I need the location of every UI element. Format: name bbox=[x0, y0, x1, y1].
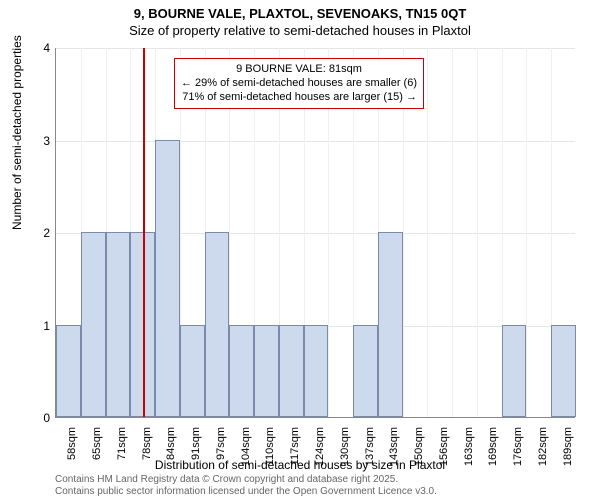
histogram-bar bbox=[551, 325, 576, 418]
gridline-v bbox=[526, 48, 527, 417]
annotation-line3: 71% of semi-detached houses are larger (… bbox=[181, 91, 417, 105]
x-tick-label: 58sqm bbox=[66, 427, 78, 460]
histogram-bar bbox=[180, 325, 205, 418]
x-tick-label: 65sqm bbox=[91, 427, 103, 460]
gridline-v bbox=[477, 48, 478, 417]
footer-line1: Contains HM Land Registry data © Crown c… bbox=[55, 474, 437, 486]
y-tick-label: 2 bbox=[43, 226, 50, 240]
y-tick-label: 1 bbox=[43, 319, 50, 333]
y-axis-label: Number of semi-detached properties bbox=[10, 35, 24, 230]
gridline-h bbox=[56, 48, 575, 49]
gridline-v bbox=[452, 48, 453, 417]
chart-container: 9, BOURNE VALE, PLAXTOL, SEVENOAKS, TN15… bbox=[0, 0, 600, 500]
annotation-box: 9 BOURNE VALE: 81sqm ← 29% of semi-detac… bbox=[174, 58, 424, 109]
gridline-v bbox=[427, 48, 428, 417]
histogram-bar bbox=[81, 232, 106, 417]
histogram-bar bbox=[304, 325, 329, 418]
histogram-bar bbox=[279, 325, 304, 418]
chart-title-line1: 9, BOURNE VALE, PLAXTOL, SEVENOAKS, TN15… bbox=[0, 6, 600, 21]
annotation-line1: 9 BOURNE VALE: 81sqm bbox=[181, 63, 417, 77]
x-tick-label: 91sqm bbox=[190, 427, 202, 460]
y-tick-label: 3 bbox=[43, 134, 50, 148]
histogram-bar bbox=[229, 325, 254, 418]
footer-attribution: Contains HM Land Registry data © Crown c… bbox=[55, 474, 437, 498]
x-tick-label: 97sqm bbox=[215, 427, 227, 460]
x-axis-label: Distribution of semi-detached houses by … bbox=[0, 458, 600, 472]
x-tick-label: 84sqm bbox=[165, 427, 177, 460]
histogram-bar bbox=[205, 232, 230, 417]
histogram-bar bbox=[155, 140, 180, 418]
title-block: 9, BOURNE VALE, PLAXTOL, SEVENOAKS, TN15… bbox=[0, 6, 600, 38]
histogram-bar bbox=[353, 325, 378, 418]
histogram-bar bbox=[56, 325, 81, 418]
annotation-line2: ← 29% of semi-detached houses are smalle… bbox=[181, 77, 417, 91]
y-tick-label: 0 bbox=[43, 411, 50, 425]
gridline-h bbox=[56, 141, 575, 142]
footer-line2: Contains public sector information licen… bbox=[55, 486, 437, 498]
x-tick-label: 71sqm bbox=[116, 427, 128, 460]
histogram-bar bbox=[378, 232, 403, 417]
marker-line bbox=[143, 48, 145, 417]
chart-title-line2: Size of property relative to semi-detach… bbox=[0, 23, 600, 38]
y-tick-label: 4 bbox=[43, 41, 50, 55]
histogram-bar bbox=[502, 325, 527, 418]
histogram-bar bbox=[254, 325, 279, 418]
histogram-bar bbox=[106, 232, 131, 417]
x-tick-label: 78sqm bbox=[141, 427, 153, 460]
plot-area: 0123458sqm65sqm71sqm78sqm84sqm91sqm97sqm… bbox=[55, 48, 575, 418]
